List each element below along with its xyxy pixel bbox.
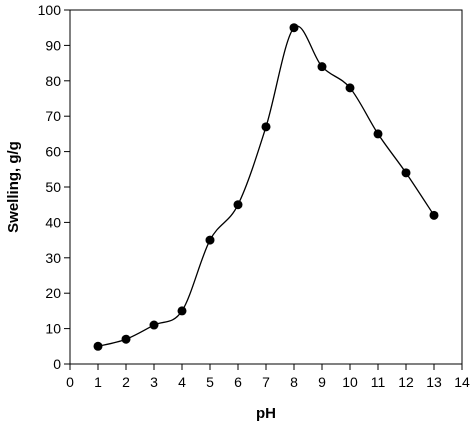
x-tick-label: 10: [342, 374, 358, 390]
x-tick-label: 11: [371, 374, 386, 390]
data-point: [261, 122, 271, 132]
y-tick-label: 80: [45, 73, 61, 89]
data-point: [429, 210, 439, 220]
y-tick-label: 90: [45, 37, 61, 53]
plot-frame: [69, 9, 463, 365]
x-tick-label: 6: [234, 374, 242, 390]
x-tick-label: 1: [94, 374, 102, 390]
y-tick-label: 100: [38, 2, 62, 18]
y-tick-label: 40: [45, 214, 61, 230]
y-tick-label: 20: [45, 285, 61, 301]
x-tick-label: 9: [318, 374, 326, 390]
data-point: [317, 62, 327, 72]
data-point: [345, 83, 355, 93]
y-tick-label: 30: [45, 250, 61, 266]
x-tick-label: 8: [290, 374, 298, 390]
y-tick-label: 70: [45, 108, 61, 124]
data-point: [289, 23, 299, 33]
x-tick-label: 3: [150, 374, 158, 390]
x-axis-title: pH: [256, 405, 276, 422]
data-point: [373, 129, 383, 139]
x-axis-ticks: 0 1 2 3 4 5 6 7 8 9 10 11 12 13 14: [66, 364, 470, 390]
y-axis-title: Swelling, g/g: [5, 141, 22, 233]
x-tick-label: 12: [398, 374, 414, 390]
x-tick-label: 13: [426, 374, 442, 390]
y-tick-label: 10: [45, 321, 61, 337]
x-tick-label: 4: [178, 374, 186, 390]
data-point: [149, 320, 159, 330]
y-tick-label: 60: [45, 144, 61, 160]
x-tick-label: 5: [206, 374, 214, 390]
y-tick-label: 0: [53, 356, 61, 372]
plot-area-border: [69, 9, 463, 365]
series-layer: [93, 23, 439, 351]
data-point: [177, 306, 187, 316]
data-point: [121, 334, 131, 344]
data-point: [233, 200, 243, 210]
x-tick-label: 2: [122, 374, 130, 390]
x-tick-label: 14: [454, 374, 470, 390]
x-tick-label: 0: [66, 374, 74, 390]
x-tick-label: 7: [262, 374, 270, 390]
y-axis-ticks: 0 10 20 30 40 50 60 70 80 90 100: [38, 2, 70, 372]
data-point: [93, 341, 103, 351]
series-line: [97, 25, 435, 347]
data-point: [205, 235, 215, 245]
data-point: [401, 168, 411, 178]
y-tick-label: 50: [45, 179, 61, 195]
